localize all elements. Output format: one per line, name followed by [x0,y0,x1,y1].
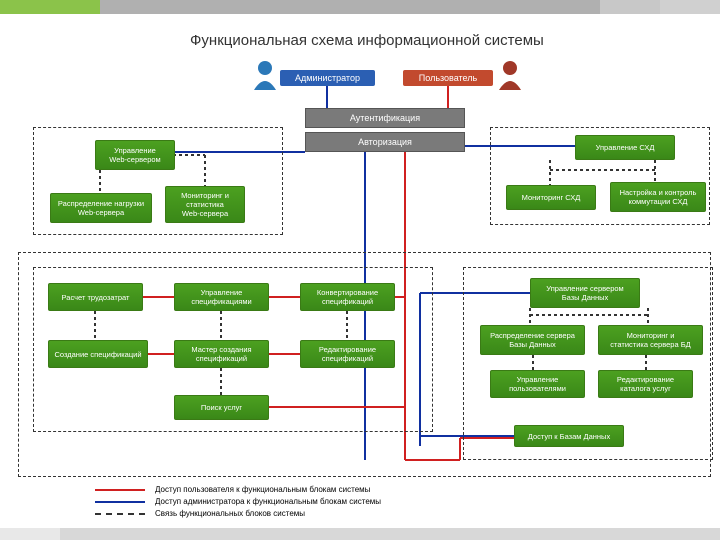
legend-label: Доступ пользователя к функциональным бло… [155,485,370,494]
legend-label: Доступ администратора к функциональным б… [155,497,381,506]
function-box: Доступ к Базам Данных [514,425,624,447]
legend: Доступ пользователя к функциональным бло… [95,485,381,521]
function-box: Мастер созданияспецификаций [174,340,269,368]
legend-label: Связь функциональных блоков системы [155,509,305,518]
function-box: Распределение нагрузкиWeb-сервера [50,193,152,223]
function-box: Управление СХД [575,135,675,160]
legend-item: Доступ администратора к функциональным б… [95,497,381,506]
function-box: Редактированиекаталога услуг [598,370,693,398]
function-box: Настройка и контролькоммутации СХД [610,182,706,212]
function-box: УправлениеWeb-сервером [95,140,175,170]
function-box: Мониторинг истатистикаWeb-сервера [165,186,245,223]
function-box: Создание спецификаций [48,340,148,368]
page-title: Функциональная схема информационной сист… [190,32,544,49]
function-box: Мониторинг СХД [506,185,596,210]
function-box: Управлениепользователями [490,370,585,398]
top-bar [0,0,720,14]
function-box: Мониторинг истатистика сервера БД [598,325,703,355]
bottom-bar [0,528,720,540]
function-box: Конвертированиеспецификаций [300,283,395,311]
legend-item: Связь функциональных блоков системы [95,509,381,518]
function-box: Управлениеспецификациями [174,283,269,311]
system-box: Аутентификация [305,108,465,128]
function-box: Расчет трудозатрат [48,283,143,311]
function-box: Управление серверомБазы Данных [530,278,640,308]
system-box: Авторизация [305,132,465,152]
actor-label: Пользователь [403,70,493,86]
legend-item: Доступ пользователя к функциональным бло… [95,485,381,494]
function-box: Поиск услуг [174,395,269,420]
function-box: Редактированиеспецификаций [300,340,395,368]
function-box: Распределение сервераБазы Данных [480,325,585,355]
actor-label: Администратор [280,70,375,86]
